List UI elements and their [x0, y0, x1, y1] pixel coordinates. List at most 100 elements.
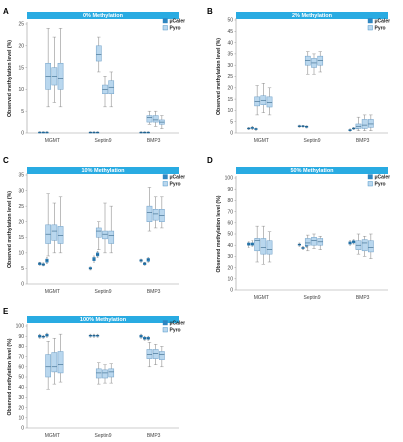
x-category-label: MGMT [45, 138, 60, 144]
box-pyro [266, 240, 273, 255]
y-tick-label: 40 [18, 385, 24, 391]
x-category-label: BMP3 [356, 138, 370, 144]
panel-label: D [207, 156, 213, 165]
legend-label: Pyro [170, 26, 181, 32]
y-tick-label: 0 [230, 288, 233, 294]
y-tick-label: 90 [18, 334, 24, 340]
box-pyro [57, 351, 64, 374]
legend-swatch [367, 181, 373, 187]
y-tick-label: 5 [230, 119, 233, 125]
chart-panel-c: C 10% Methylation 0 5 10 15 20 25 30 35 Observed m… [3, 156, 185, 295]
y-axis-label: Observed methylation level (%) [216, 38, 222, 115]
box-pyro [95, 227, 102, 238]
title-bar [236, 12, 388, 19]
y-tick-label: 60 [18, 365, 24, 371]
legend-swatch [367, 174, 373, 180]
y-tick-label: 10 [18, 87, 24, 93]
y-tick-label: 10 [227, 277, 233, 283]
x-category-label: BMP3 [356, 295, 370, 301]
y-tick-label: 45 [227, 29, 233, 35]
title-bar [236, 167, 388, 174]
y-tick-label: 35 [227, 52, 233, 58]
panel-label: B [207, 7, 213, 16]
y-tick-label: 5 [21, 266, 24, 272]
legend-label: Pyro [170, 328, 181, 334]
y-axis-label: Observed methylation level (%) [7, 191, 13, 268]
y-tick-label: 20 [18, 219, 24, 225]
box-pyro [95, 45, 102, 62]
box-pyro [152, 209, 159, 221]
panel-label: C [3, 156, 9, 165]
x-category-label: MGMT [45, 289, 60, 295]
box-pyro [152, 115, 159, 123]
chart-panel-b: B 2% Methylation 0 5 10 15 20 25 30 35 40 45 50 Obser… [207, 7, 390, 144]
y-tick-label: 15 [18, 65, 24, 71]
box-pyro [51, 224, 58, 241]
legend-label: μCaler [170, 175, 186, 181]
box-pyro [146, 115, 153, 123]
chart-title: 50% Methylation [290, 168, 334, 174]
x-category-label: Septin9 [95, 289, 112, 295]
legend-swatch [162, 18, 168, 24]
chart-panel-a: A 0% Methylation 0 5 10 15 20 25 Observed methyl… [3, 7, 185, 144]
box-pyro [266, 96, 273, 108]
legend-swatch [367, 18, 373, 24]
box-pyro [159, 351, 165, 360]
box-pyro [311, 237, 317, 246]
panel-label: E [3, 307, 9, 316]
box-pyro [146, 349, 153, 359]
y-tick-label: 30 [18, 395, 24, 401]
box-pyro [51, 352, 58, 373]
chart-title: 2% Methylation [292, 13, 333, 19]
y-tick-label: 30 [18, 188, 24, 194]
legend-swatch [367, 25, 373, 31]
y-tick-label: 40 [227, 243, 233, 249]
panel-label: A [3, 7, 9, 16]
box-pyro [260, 238, 267, 255]
y-tick-label: 15 [227, 97, 233, 103]
box-pyro [146, 205, 153, 222]
legend-swatch [162, 25, 168, 31]
legend-swatch [162, 320, 168, 326]
y-tick-label: 20 [18, 405, 24, 411]
box-pyro [361, 119, 368, 129]
y-tick-label: 100 [225, 176, 234, 182]
box-pyro [368, 119, 374, 128]
legend-label: μCaler [375, 175, 391, 181]
y-tick-label: 10 [18, 416, 24, 422]
y-tick-label: 60 [227, 221, 233, 227]
chart-title: 100% Methylation [80, 317, 127, 323]
y-tick-label: 0 [21, 131, 24, 137]
legend-label: Pyro [375, 182, 386, 188]
box-pyro [304, 238, 311, 246]
legend-label: μCaler [375, 19, 391, 25]
legend-label: μCaler [170, 19, 186, 25]
chart-panel-d: D 50% Methylation 0 10 20 30 40 50 60 70 80 90 100 Ob… [207, 156, 390, 301]
x-category-label: BMP3 [147, 433, 161, 439]
chart-panel-e: E 100% Methylation 0 10 20 30 40 50 60 70 80 90 100 O… [3, 307, 185, 439]
y-tick-label: 20 [227, 265, 233, 271]
box-pyro [102, 369, 108, 379]
y-tick-label: 70 [227, 209, 233, 215]
legend-swatch [162, 174, 168, 180]
x-category-label: BMP3 [147, 138, 161, 144]
y-tick-label: 25 [18, 22, 24, 28]
y-tick-label: 30 [227, 63, 233, 69]
y-tick-label: 0 [230, 131, 233, 137]
title-bar [27, 12, 179, 19]
legend-label: Pyro [170, 182, 181, 188]
box-pyro [102, 230, 108, 240]
y-tick-label: 25 [18, 204, 24, 210]
y-tick-label: 15 [18, 235, 24, 241]
y-tick-label: 100 [16, 324, 25, 330]
box-pyro [108, 230, 115, 244]
y-tick-label: 50 [227, 232, 233, 238]
box-pyro [45, 354, 51, 378]
x-category-label: MGMT [254, 295, 269, 301]
y-tick-label: 90 [227, 187, 233, 193]
legend-swatch [162, 181, 168, 187]
x-category-label: Septin9 [304, 138, 321, 144]
title-bar [27, 167, 179, 174]
box-pyro [108, 368, 115, 378]
